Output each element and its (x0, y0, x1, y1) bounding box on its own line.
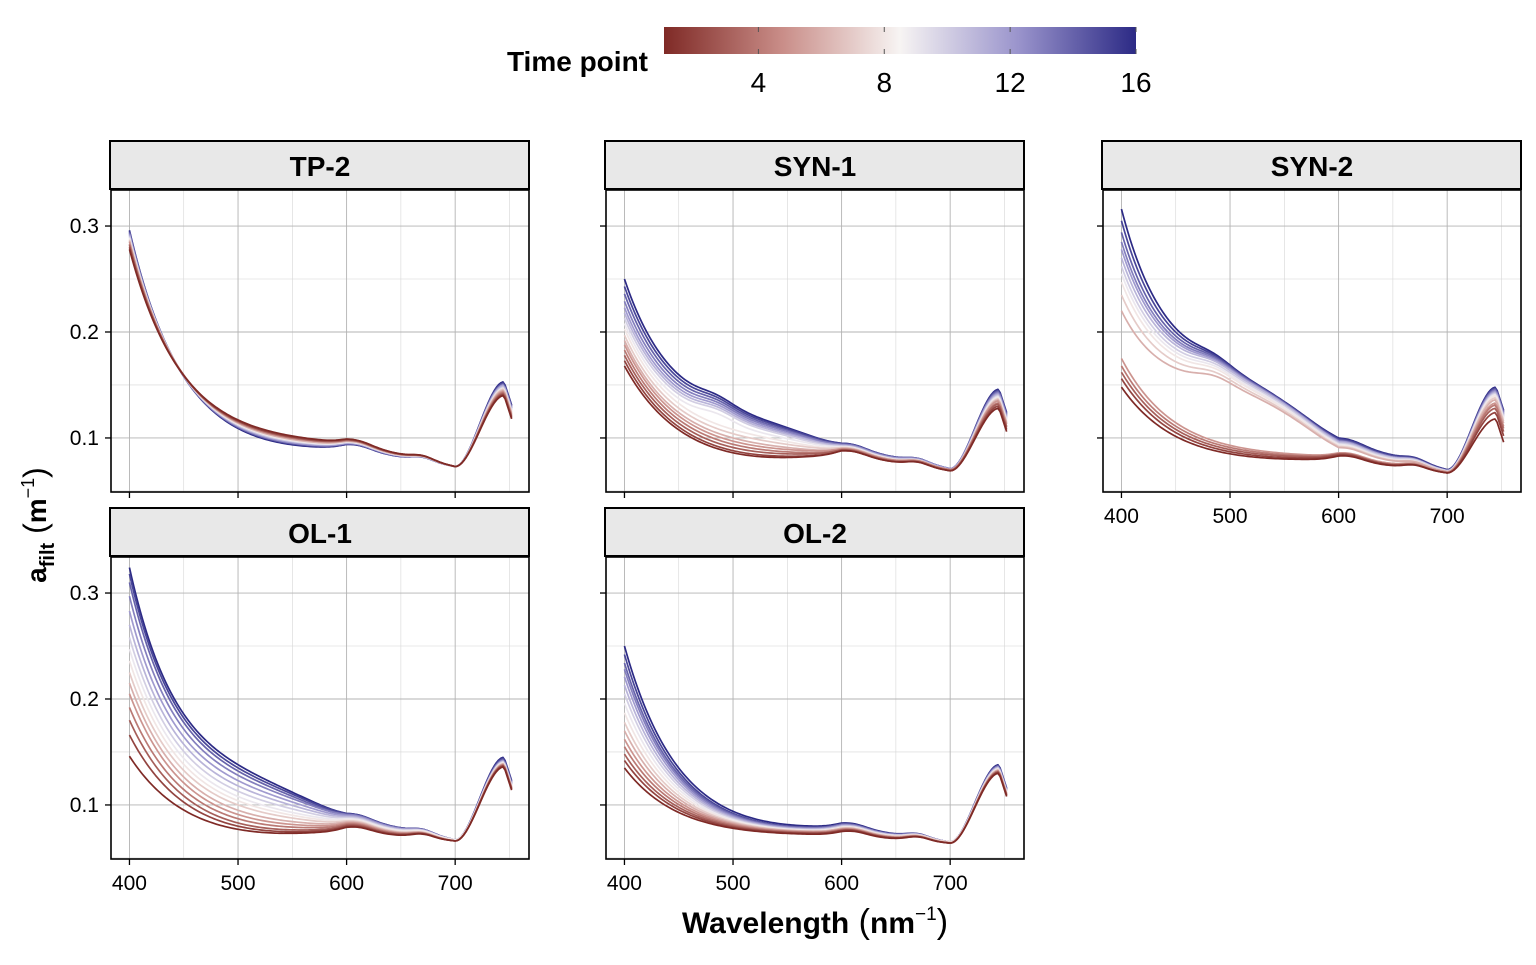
svg-text:afilt (m−1): afilt (m−1) (17, 467, 59, 583)
x-label-main: Wavelength (682, 907, 849, 940)
x-tick-label: 700 (1430, 505, 1465, 528)
series-line-tp-4 (623, 349, 1008, 471)
panel-title: OL-1 (288, 518, 352, 549)
panel-ol-2: OL-2 400 500 600 700 (600, 507, 1025, 895)
legend-tick-label: 12 (995, 67, 1026, 98)
x-tick-label: 400 (112, 872, 147, 895)
panel-title: TP-2 (290, 151, 351, 182)
panel-background (1103, 190, 1521, 492)
x-tick-label: 500 (1213, 505, 1248, 528)
panel-tp-2: TP-2 0.1 0.2 0.3 (70, 140, 530, 498)
y-label-exp: −1 (18, 478, 38, 499)
legend-colorbar (664, 27, 1136, 54)
panel-border (605, 556, 1025, 860)
panel-border (605, 189, 1025, 493)
series-line-tp-10 (1120, 265, 1505, 472)
series-line-tp-1 (623, 365, 1008, 472)
x-tick-label: 700 (438, 872, 473, 895)
legend-title: Time point (507, 46, 648, 77)
legend-ticks: 4 8 12 16 (751, 27, 1152, 98)
x-tick-label: 600 (329, 872, 364, 895)
series-line-tp-1 (623, 767, 1008, 844)
y-label-main: a (21, 567, 52, 583)
panel-strip (604, 507, 1025, 557)
y-label-unit: m (21, 498, 52, 523)
panel-strip (109, 140, 530, 190)
panel-strip (604, 140, 1025, 190)
series-line-tp-5 (1120, 358, 1505, 473)
panel-border (110, 556, 530, 860)
x-tick-label: 400 (1104, 505, 1139, 528)
y-tick-label: 0.3 (70, 582, 99, 605)
panel-ol-1: OL-1 0.1 0.2 0.3 400 500 600 700 (70, 507, 530, 895)
y-axis-label: afilt (m−1) (17, 467, 59, 583)
panel-strip (1101, 140, 1522, 190)
y-tick-label: 0.2 (70, 688, 99, 711)
panel-border (110, 189, 530, 493)
y-tick-label: 0.1 (70, 427, 99, 450)
svg-text:Wavelength (nm−1): Wavelength (nm−1) (682, 903, 948, 941)
y-tick-label: 0.1 (70, 794, 99, 817)
series-line-tp-1 (128, 249, 513, 468)
x-tick-label: 500 (716, 872, 751, 895)
panels: TP-2 0.1 0.2 0.3 SYN-1 SYN-2 400 500 600 700 OL-1 0… (70, 140, 1522, 895)
series-line-tp-1 (1120, 386, 1505, 474)
panel-background (606, 557, 1024, 859)
x-tick-label: 500 (221, 872, 256, 895)
legend-tick-label: 8 (876, 67, 892, 98)
panel-syn-1: SYN-1 (600, 140, 1025, 498)
panel-border (1102, 189, 1522, 493)
legend-tick-label: 4 (751, 67, 767, 98)
panel-title: SYN-1 (774, 151, 856, 182)
x-label-exp: −1 (915, 904, 937, 925)
panel-syn-2: SYN-2 400 500 600 700 (1097, 140, 1522, 528)
x-axis-label: Wavelength (nm−1) (682, 903, 948, 941)
color-legend: Time point 4 8 12 16 (507, 27, 1152, 98)
x-label-unit: nm (870, 907, 915, 940)
series-line-tp-1 (128, 755, 513, 842)
panel-title: SYN-2 (1271, 151, 1353, 182)
legend-tick-label: 16 (1120, 67, 1151, 98)
series-line-tp-8 (128, 660, 513, 841)
x-tick-label: 700 (933, 872, 968, 895)
x-tick-label: 400 (607, 872, 642, 895)
panel-title: OL-2 (783, 518, 847, 549)
y-tick-label: 0.3 (70, 215, 99, 238)
x-tick-label: 600 (824, 872, 859, 895)
y-tick-label: 0.2 (70, 321, 99, 344)
panel-strip (109, 507, 530, 557)
x-tick-label: 600 (1321, 505, 1356, 528)
y-label-sub: filt (37, 542, 59, 567)
